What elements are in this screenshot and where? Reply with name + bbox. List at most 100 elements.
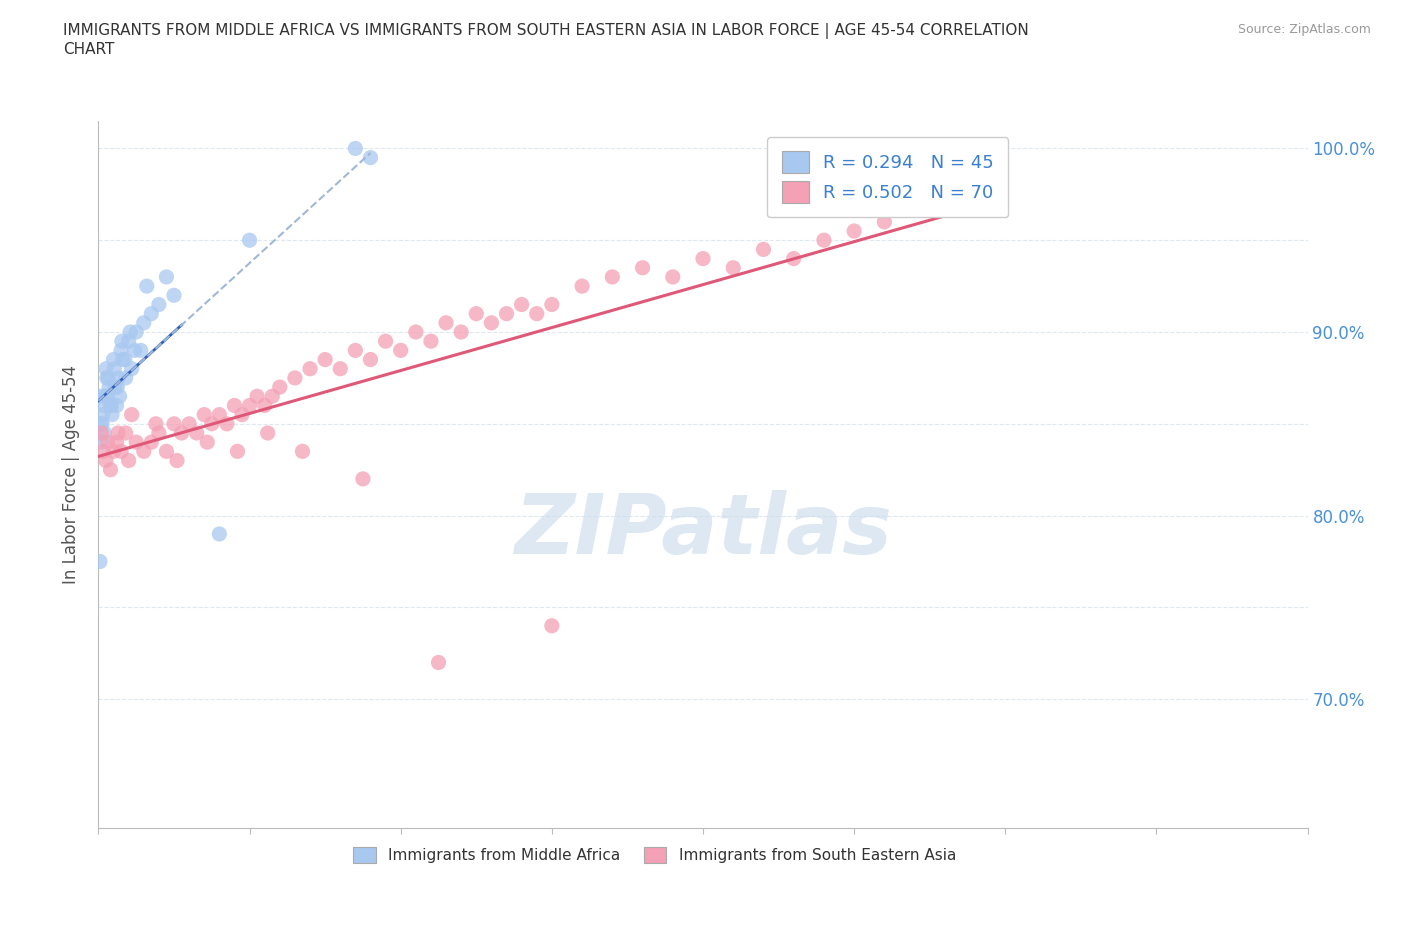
Point — [141, 306, 163, 321]
Point — [170, 426, 193, 441]
Point — [155, 270, 177, 285]
Point — [226, 444, 249, 458]
Point — [692, 251, 714, 266]
Point — [208, 407, 231, 422]
Point — [91, 417, 114, 432]
Point — [844, 223, 866, 238]
Point — [125, 325, 148, 339]
Point — [90, 426, 112, 441]
Point — [450, 325, 472, 339]
Point — [231, 407, 253, 422]
Point — [253, 398, 276, 413]
Point — [114, 370, 136, 385]
Point — [602, 270, 624, 285]
Point — [360, 352, 382, 367]
Point — [89, 554, 111, 569]
Point — [110, 444, 132, 458]
Point — [124, 343, 146, 358]
Point — [163, 417, 186, 432]
Point — [723, 260, 745, 275]
Text: Source: ZipAtlas.com: Source: ZipAtlas.com — [1237, 23, 1371, 36]
Point — [93, 426, 115, 441]
Point — [105, 434, 128, 449]
Y-axis label: In Labor Force | Age 45-54: In Labor Force | Age 45-54 — [62, 365, 80, 584]
Point — [262, 389, 284, 404]
Point — [631, 260, 654, 275]
Point — [108, 389, 131, 404]
Point — [103, 444, 125, 458]
Point — [118, 334, 141, 349]
Point — [94, 389, 117, 404]
Point — [314, 352, 336, 367]
Point — [155, 444, 177, 458]
Point — [420, 334, 443, 349]
Point — [193, 407, 215, 422]
Point — [145, 417, 167, 432]
Point — [166, 453, 188, 468]
Point — [121, 407, 143, 422]
Point — [129, 343, 152, 358]
Point — [104, 379, 127, 394]
Point — [540, 618, 562, 633]
Point — [344, 141, 367, 156]
Point — [111, 334, 134, 349]
Point — [98, 379, 121, 394]
Legend: Immigrants from Middle Africa, Immigrants from South Eastern Asia: Immigrants from Middle Africa, Immigrant… — [347, 842, 962, 870]
Point — [96, 434, 118, 449]
Point — [132, 444, 155, 458]
Point — [101, 407, 124, 422]
Point — [540, 297, 562, 312]
Point — [96, 370, 118, 385]
Point — [114, 426, 136, 441]
Point — [783, 251, 806, 266]
Point — [526, 306, 548, 321]
Point — [434, 315, 457, 330]
Point — [246, 389, 269, 404]
Point — [495, 306, 517, 321]
Point — [90, 434, 112, 449]
Point — [571, 279, 593, 294]
Point — [163, 288, 186, 303]
Point — [96, 389, 118, 404]
Point — [91, 444, 114, 458]
Point — [148, 297, 170, 312]
Point — [873, 215, 896, 230]
Point — [132, 315, 155, 330]
Point — [100, 462, 122, 477]
Point — [427, 655, 450, 670]
Point — [186, 426, 208, 441]
Point — [100, 398, 122, 413]
Point — [239, 398, 262, 413]
Point — [103, 361, 125, 376]
Point — [389, 343, 412, 358]
Point — [114, 352, 136, 367]
Point — [813, 232, 835, 247]
Point — [94, 361, 117, 376]
Point — [661, 270, 683, 285]
Point — [329, 361, 352, 376]
Point — [111, 352, 134, 367]
Point — [90, 417, 112, 432]
Point — [125, 434, 148, 449]
Point — [299, 361, 322, 376]
Point — [103, 352, 125, 367]
Point — [481, 315, 503, 330]
Point — [105, 379, 128, 394]
Point — [239, 232, 262, 247]
Point — [120, 325, 142, 339]
Point — [105, 398, 128, 413]
Point — [110, 343, 132, 358]
Point — [93, 398, 115, 413]
Point — [208, 526, 231, 541]
Point — [291, 444, 314, 458]
Point — [465, 306, 488, 321]
Point — [374, 334, 396, 349]
Point — [360, 150, 382, 165]
Text: ZIPatlas: ZIPatlas — [515, 490, 891, 571]
Point — [141, 434, 163, 449]
Point — [224, 398, 246, 413]
Point — [121, 361, 143, 376]
Point — [94, 453, 117, 468]
Point — [752, 242, 775, 257]
Point — [107, 370, 129, 385]
